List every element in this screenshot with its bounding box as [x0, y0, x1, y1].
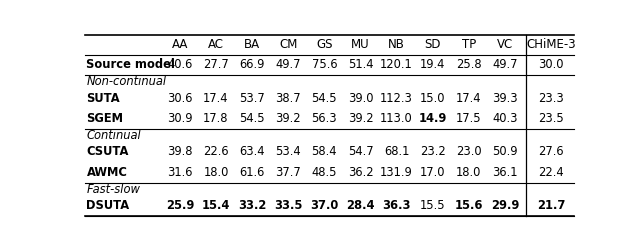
Text: 39.3: 39.3 [492, 92, 518, 105]
Text: 18.0: 18.0 [456, 166, 481, 179]
Text: 15.4: 15.4 [202, 199, 230, 212]
Text: 21.7: 21.7 [537, 199, 565, 212]
Text: GS: GS [316, 39, 333, 51]
Text: 68.1: 68.1 [384, 145, 409, 159]
Text: 36.1: 36.1 [492, 166, 518, 179]
Text: 51.4: 51.4 [348, 58, 373, 71]
Text: 39.8: 39.8 [167, 145, 193, 159]
Text: VC: VC [497, 39, 513, 51]
Text: 17.5: 17.5 [456, 112, 481, 125]
Text: BA: BA [244, 39, 260, 51]
Text: SGEM: SGEM [86, 112, 124, 125]
Text: 17.4: 17.4 [204, 92, 228, 105]
Text: TP: TP [461, 39, 476, 51]
Text: 53.7: 53.7 [239, 92, 265, 105]
Text: 17.4: 17.4 [456, 92, 481, 105]
Text: 61.6: 61.6 [239, 166, 265, 179]
Text: 15.5: 15.5 [420, 199, 445, 212]
Text: 40.3: 40.3 [492, 112, 518, 125]
Text: 49.7: 49.7 [275, 58, 301, 71]
Text: 18.0: 18.0 [204, 166, 228, 179]
Text: 17.8: 17.8 [204, 112, 228, 125]
Text: 27.7: 27.7 [203, 58, 229, 71]
Text: 39.0: 39.0 [348, 92, 373, 105]
Text: 33.5: 33.5 [274, 199, 303, 212]
Text: 56.3: 56.3 [312, 112, 337, 125]
Text: 23.5: 23.5 [538, 112, 564, 125]
Text: SD: SD [424, 39, 441, 51]
Text: 113.0: 113.0 [380, 112, 413, 125]
Text: 66.9: 66.9 [239, 58, 265, 71]
Text: 17.0: 17.0 [420, 166, 445, 179]
Text: 53.4: 53.4 [275, 145, 301, 159]
Text: Continual: Continual [86, 129, 141, 142]
Text: 23.2: 23.2 [420, 145, 445, 159]
Text: 22.6: 22.6 [203, 145, 229, 159]
Text: 19.4: 19.4 [420, 58, 445, 71]
Text: 75.6: 75.6 [312, 58, 337, 71]
Text: NB: NB [388, 39, 405, 51]
Text: 58.4: 58.4 [312, 145, 337, 159]
Text: 40.6: 40.6 [167, 58, 193, 71]
Text: 30.0: 30.0 [538, 58, 564, 71]
Text: 54.7: 54.7 [348, 145, 373, 159]
Text: AWMC: AWMC [86, 166, 127, 179]
Text: AA: AA [172, 39, 188, 51]
Text: 36.3: 36.3 [382, 199, 411, 212]
Text: 23.0: 23.0 [456, 145, 481, 159]
Text: DSUTA: DSUTA [86, 199, 129, 212]
Text: 27.6: 27.6 [538, 145, 564, 159]
Text: 30.9: 30.9 [167, 112, 193, 125]
Text: 23.3: 23.3 [538, 92, 564, 105]
Text: AC: AC [208, 39, 224, 51]
Text: Fast-slow: Fast-slow [86, 183, 140, 196]
Text: 38.7: 38.7 [275, 92, 301, 105]
Text: Source model: Source model [86, 58, 175, 71]
Text: 15.6: 15.6 [454, 199, 483, 212]
Text: 54.5: 54.5 [312, 92, 337, 105]
Text: 37.0: 37.0 [310, 199, 339, 212]
Text: SUTA: SUTA [86, 92, 120, 105]
Text: 14.9: 14.9 [419, 112, 447, 125]
Text: 37.7: 37.7 [275, 166, 301, 179]
Text: 30.6: 30.6 [167, 92, 193, 105]
Text: 25.9: 25.9 [166, 199, 194, 212]
Text: CHiME-3: CHiME-3 [526, 39, 576, 51]
Text: 28.4: 28.4 [346, 199, 374, 212]
Text: Non-continual: Non-continual [86, 75, 166, 88]
Text: 31.6: 31.6 [167, 166, 193, 179]
Text: 49.7: 49.7 [492, 58, 518, 71]
Text: 63.4: 63.4 [239, 145, 265, 159]
Text: 29.9: 29.9 [491, 199, 519, 212]
Text: CSUTA: CSUTA [86, 145, 129, 159]
Text: 112.3: 112.3 [380, 92, 413, 105]
Text: MU: MU [351, 39, 370, 51]
Text: CM: CM [279, 39, 298, 51]
Text: 33.2: 33.2 [238, 199, 266, 212]
Text: 39.2: 39.2 [275, 112, 301, 125]
Text: 48.5: 48.5 [312, 166, 337, 179]
Text: 39.2: 39.2 [348, 112, 373, 125]
Text: 120.1: 120.1 [380, 58, 413, 71]
Text: 131.9: 131.9 [380, 166, 413, 179]
Text: 15.0: 15.0 [420, 92, 445, 105]
Text: 25.8: 25.8 [456, 58, 481, 71]
Text: 36.2: 36.2 [348, 166, 373, 179]
Text: 54.5: 54.5 [239, 112, 265, 125]
Text: 22.4: 22.4 [538, 166, 564, 179]
Text: 50.9: 50.9 [492, 145, 518, 159]
